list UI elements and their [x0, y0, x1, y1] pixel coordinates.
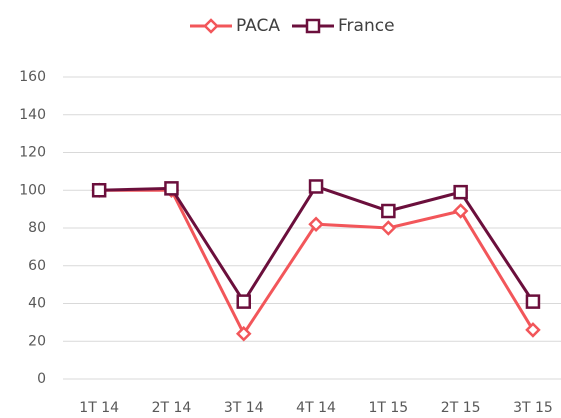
point: [525, 294, 541, 309]
point: [380, 220, 397, 236]
point: [308, 216, 324, 232]
legend-label: France: [338, 16, 395, 36]
point: [91, 183, 107, 198]
point: [236, 294, 251, 309]
y-tick-label: 160: [19, 69, 46, 85]
x-tick-label: 2T 15: [441, 400, 481, 416]
series-line: [99, 184, 535, 305]
y-tick-label: 20: [28, 333, 46, 349]
y-tick-label: 60: [28, 258, 46, 274]
x-tick-label: 4T 14: [296, 400, 336, 416]
point: [308, 179, 324, 194]
y-tick-label: 140: [19, 107, 46, 123]
x-tick-label: 3T 15: [513, 400, 553, 416]
legend-label: PACA: [236, 16, 280, 36]
y-tick-label: 100: [19, 182, 46, 198]
point: [452, 203, 469, 219]
y-tick-label: 80: [28, 220, 46, 236]
x-tick-label: 1T 15: [368, 400, 408, 416]
series-line: [99, 188, 535, 337]
point: [381, 203, 396, 219]
y-tick-label: 40: [28, 296, 46, 312]
x-tick-label: 2T 14: [152, 400, 192, 416]
y-tick-label: 0: [37, 371, 46, 387]
point: [305, 18, 321, 34]
y-tick-label: 120: [19, 145, 46, 161]
point: [164, 181, 179, 196]
point: [235, 325, 252, 342]
x-tick-label: 1T 14: [79, 400, 119, 416]
legend: PACA France: [190, 16, 395, 36]
point: [525, 322, 541, 338]
point: [203, 18, 219, 34]
point: [453, 184, 468, 200]
x-tick-label: 3T 14: [224, 400, 264, 416]
